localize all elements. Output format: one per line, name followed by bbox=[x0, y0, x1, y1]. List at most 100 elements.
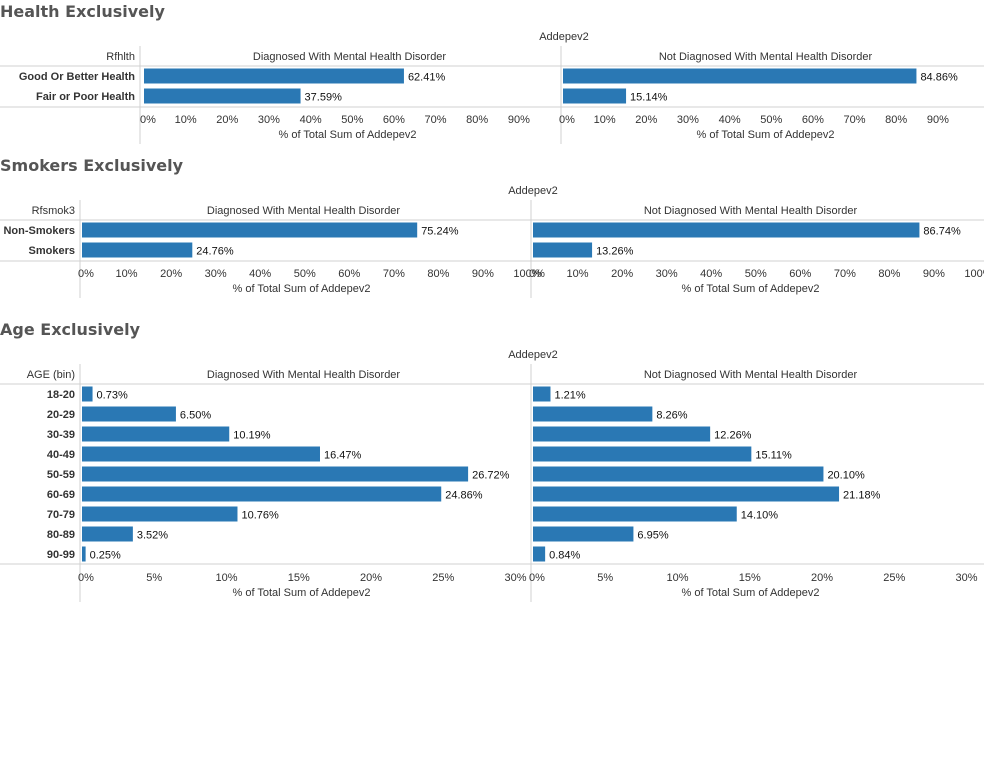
x-tick-label: 80% bbox=[427, 268, 449, 280]
x-tick-label: 50% bbox=[341, 114, 363, 126]
data-label: 0.25% bbox=[90, 550, 121, 562]
bar bbox=[533, 486, 840, 502]
x-axis-label: % of Total Sum of Addepev2 bbox=[682, 587, 820, 599]
pane-header: Diagnosed With Mental Health Disorder bbox=[207, 369, 401, 381]
category-label: Non-Smokers bbox=[3, 225, 75, 237]
bar bbox=[563, 68, 917, 84]
x-tick-label: 0% bbox=[140, 114, 156, 126]
x-tick-label: 40% bbox=[719, 114, 741, 126]
bar bbox=[533, 466, 824, 482]
bar bbox=[82, 446, 320, 462]
bar bbox=[82, 242, 193, 258]
data-label: 3.52% bbox=[137, 530, 168, 542]
x-tick-label: 0% bbox=[78, 268, 94, 280]
x-tick-label: 100% bbox=[513, 268, 541, 280]
x-tick-label: 10% bbox=[567, 268, 589, 280]
data-label: 24.76% bbox=[196, 246, 234, 258]
data-label: 6.50% bbox=[180, 410, 211, 422]
bar bbox=[82, 386, 93, 402]
data-label: 0.84% bbox=[549, 550, 580, 562]
data-label: 10.76% bbox=[241, 510, 279, 522]
data-label: 62.41% bbox=[408, 72, 446, 84]
x-tick-label: 20% bbox=[611, 268, 633, 280]
bar bbox=[533, 446, 752, 462]
category-label: 30-39 bbox=[47, 429, 75, 441]
x-tick-label: 0% bbox=[78, 572, 94, 584]
x-tick-label: 90% bbox=[472, 268, 494, 280]
data-label: 20.10% bbox=[827, 470, 865, 482]
bar bbox=[144, 88, 301, 104]
row-header: Rfsmok3 bbox=[32, 205, 75, 217]
x-axis-label: % of Total Sum of Addepev2 bbox=[682, 283, 820, 295]
category-label: 60-69 bbox=[47, 489, 75, 501]
category-label: 18-20 bbox=[47, 389, 75, 401]
data-label: 10.19% bbox=[233, 430, 271, 442]
x-tick-label: 30% bbox=[677, 114, 699, 126]
category-label: Good Or Better Health bbox=[19, 71, 135, 83]
section-title: Age Exclusively bbox=[0, 320, 141, 339]
x-tick-label: 80% bbox=[466, 114, 488, 126]
x-tick-label: 100% bbox=[964, 268, 984, 280]
x-tick-label: 40% bbox=[249, 268, 271, 280]
section-title: Health Exclusively bbox=[0, 2, 166, 21]
data-label: 15.11% bbox=[755, 450, 792, 462]
pane-header: Diagnosed With Mental Health Disorder bbox=[207, 205, 401, 217]
x-tick-label: 70% bbox=[383, 268, 405, 280]
data-label: 1.21% bbox=[554, 390, 585, 402]
data-label: 75.24% bbox=[421, 226, 459, 238]
column-header: Addepev2 bbox=[539, 31, 589, 43]
x-tick-label: 60% bbox=[338, 268, 360, 280]
x-axis-label: % of Total Sum of Addepev2 bbox=[697, 129, 835, 141]
bar bbox=[82, 546, 86, 562]
x-tick-label: 30% bbox=[504, 572, 526, 584]
x-tick-label: 20% bbox=[635, 114, 657, 126]
section-title: Smokers Exclusively bbox=[0, 156, 184, 175]
data-label: 84.86% bbox=[920, 72, 958, 84]
bar bbox=[82, 406, 176, 422]
x-tick-label: 5% bbox=[146, 572, 162, 584]
x-tick-label: 30% bbox=[205, 268, 227, 280]
bar bbox=[533, 386, 551, 402]
x-tick-label: 60% bbox=[802, 114, 824, 126]
x-tick-label: 25% bbox=[883, 572, 905, 584]
bar bbox=[144, 68, 404, 84]
x-tick-label: 30% bbox=[258, 114, 280, 126]
x-tick-label: 80% bbox=[878, 268, 900, 280]
x-tick-label: 5% bbox=[597, 572, 613, 584]
data-label: 0.73% bbox=[97, 390, 128, 402]
x-tick-label: 80% bbox=[885, 114, 907, 126]
data-label: 24.86% bbox=[445, 490, 483, 502]
data-label: 15.14% bbox=[630, 92, 668, 104]
category-label: 50-59 bbox=[47, 469, 75, 481]
data-label: 8.26% bbox=[656, 410, 687, 422]
bar bbox=[82, 426, 230, 442]
data-label: 14.10% bbox=[741, 510, 779, 522]
bar bbox=[533, 222, 920, 238]
x-tick-label: 70% bbox=[844, 114, 866, 126]
bar bbox=[82, 466, 469, 482]
x-tick-label: 40% bbox=[300, 114, 322, 126]
x-tick-label: 15% bbox=[739, 572, 761, 584]
x-tick-label: 50% bbox=[760, 114, 782, 126]
row-header: Rfhlth bbox=[106, 51, 135, 63]
bar bbox=[82, 222, 418, 238]
x-tick-label: 10% bbox=[175, 114, 197, 126]
x-tick-label: 10% bbox=[116, 268, 138, 280]
x-tick-label: 60% bbox=[383, 114, 405, 126]
x-tick-label: 10% bbox=[666, 572, 688, 584]
data-label: 21.18% bbox=[843, 490, 881, 502]
bar bbox=[533, 406, 653, 422]
x-tick-label: 30% bbox=[656, 268, 678, 280]
x-tick-label: 15% bbox=[288, 572, 310, 584]
pane-header: Not Diagnosed With Mental Health Disorde… bbox=[644, 369, 858, 381]
x-tick-label: 90% bbox=[923, 268, 945, 280]
x-tick-label: 90% bbox=[508, 114, 530, 126]
bar bbox=[82, 506, 238, 522]
x-tick-label: 10% bbox=[215, 572, 237, 584]
bar bbox=[82, 486, 442, 502]
bar bbox=[533, 242, 593, 258]
x-tick-label: 90% bbox=[927, 114, 949, 126]
x-tick-label: 50% bbox=[294, 268, 316, 280]
x-tick-label: 20% bbox=[360, 572, 382, 584]
